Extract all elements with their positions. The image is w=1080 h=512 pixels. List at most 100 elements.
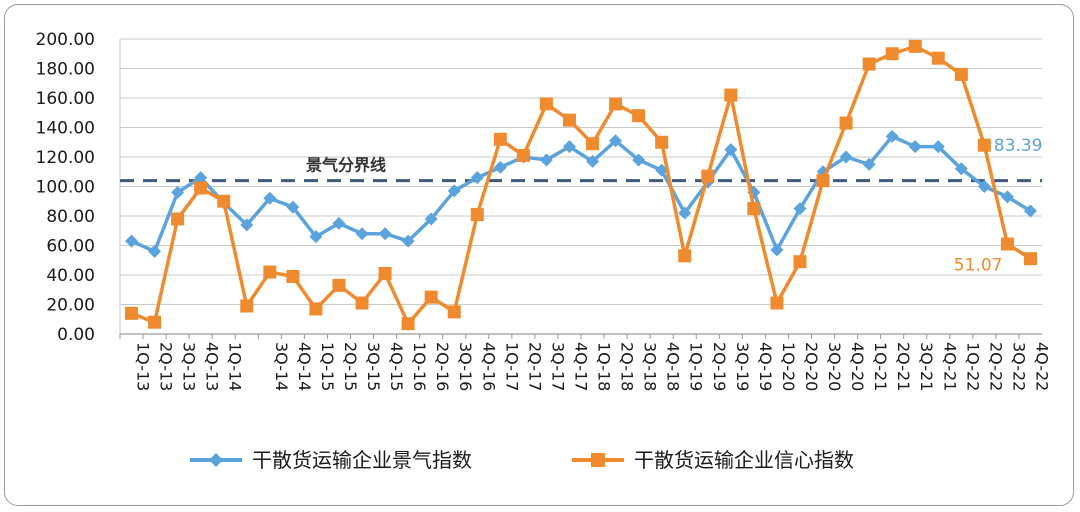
y-tick-label: 160.00 [36,89,95,109]
x-tick-label: 1Q-14 [226,342,245,391]
data-point [931,140,945,154]
x-tick-label: 3Q-21 [917,342,936,391]
data-point [424,212,438,226]
data-point [447,305,461,319]
x-tick-label: 4Q-22 [1032,342,1051,391]
data-point [954,162,968,176]
data-point [1023,204,1037,218]
data-point [1023,252,1037,266]
x-tick-label: 3Q-15 [364,342,383,391]
data-point [586,137,600,151]
x-tick-label: 4Q-18 [664,342,683,391]
data-point [516,149,530,163]
data-point [793,255,807,269]
data-point [470,208,484,222]
series-2 [125,39,1037,331]
data-point [655,135,669,149]
data-point [470,171,484,185]
data-point [401,234,415,248]
data-point [977,180,991,193]
data-point [332,216,346,230]
y-tick-label: 0.00 [57,325,95,345]
x-tick-label: 2Q-16 [433,342,452,391]
x-tick-label: 1Q-13 [134,342,153,391]
x-tick-label: 1Q-18 [595,342,614,391]
data-point [539,153,553,167]
data-point [747,202,761,216]
data-point [309,230,323,244]
x-tick-label: 4Q-21 [940,342,959,391]
data-point [609,97,623,111]
data-point [401,317,415,331]
data-point [493,132,507,146]
x-tick-label: 4Q-15 [387,342,406,391]
data-point [240,299,254,313]
data-point [632,109,646,123]
x-tick-label: 2Q-20 [802,342,821,391]
end-labels: 83.39 51.07 [954,136,1043,276]
x-tick-label: 2Q-19 [710,342,729,391]
data-point [447,184,461,198]
data-point [885,129,899,143]
x-tick-label: 1Q-16 [410,342,429,391]
x-tick-label: 1Q-21 [871,342,890,391]
data-point [793,202,807,216]
legend-item-1: 干散货运输企业景气指数 [190,448,472,472]
data-point [724,88,738,102]
data-point [839,150,853,164]
data-point [839,116,853,130]
data-point [125,234,139,248]
legend-label: 干散货运输企业景气指数 [252,448,472,472]
data-point [954,67,968,81]
data-point [539,97,553,111]
x-tick-label: 4Q-19 [756,342,775,391]
x-tick-label: 2Q-18 [618,342,637,391]
data-point [586,154,600,168]
data-point [770,296,784,310]
legend-marker [209,453,223,467]
data-point [908,140,922,154]
series-1 [125,129,1037,258]
x-tick-label: 1Q-15 [318,342,337,391]
x-tick-label: 3Q-20 [825,342,844,391]
y-tick-label: 140.00 [36,119,95,139]
data-point [263,265,277,279]
x-tick-label: 4Q-17 [571,342,590,391]
data-point [194,181,208,195]
x-tick-label: 3Q-19 [733,342,752,391]
y-tick-label: 80.00 [46,207,95,227]
data-point [862,157,876,171]
data-point [562,113,576,127]
data-point [424,290,438,304]
data-point [632,153,646,167]
series-group [125,39,1037,331]
data-point [171,212,185,226]
data-point [724,143,738,157]
x-tick-label: 2Q-15 [341,342,360,391]
legend-label: 干散货运输企业信心指数 [634,448,854,472]
data-point [1000,190,1014,204]
legend-item-2: 干散货运输企业信心指数 [572,448,854,472]
x-tick-label: 4Q-13 [203,342,222,391]
x-tick-label: 3Q-16 [456,342,475,391]
data-point [355,296,369,310]
x-tick-label: 1Q-20 [779,342,798,391]
data-point [378,267,392,281]
data-point [770,243,784,257]
data-point [1000,237,1014,251]
x-tick-label: 2Q-21 [894,342,913,391]
y-tick-label: 200.00 [36,30,95,50]
legend: 干散货运输企业景气指数 干散货运输企业信心指数 [190,448,854,472]
x-tick-label: 3Q-14 [272,342,291,391]
data-point [148,244,162,258]
x-tick-label: 2Q-17 [525,342,544,391]
data-point [240,218,254,232]
x-tick-label: 3Q-17 [548,342,567,391]
data-point [148,315,162,329]
chart-frame [4,4,1074,506]
y-tick-label: 60.00 [46,237,95,257]
x-tick-label: 1Q-17 [502,342,521,391]
x-tick-label: 2Q-22 [986,342,1005,391]
data-point [194,171,208,185]
